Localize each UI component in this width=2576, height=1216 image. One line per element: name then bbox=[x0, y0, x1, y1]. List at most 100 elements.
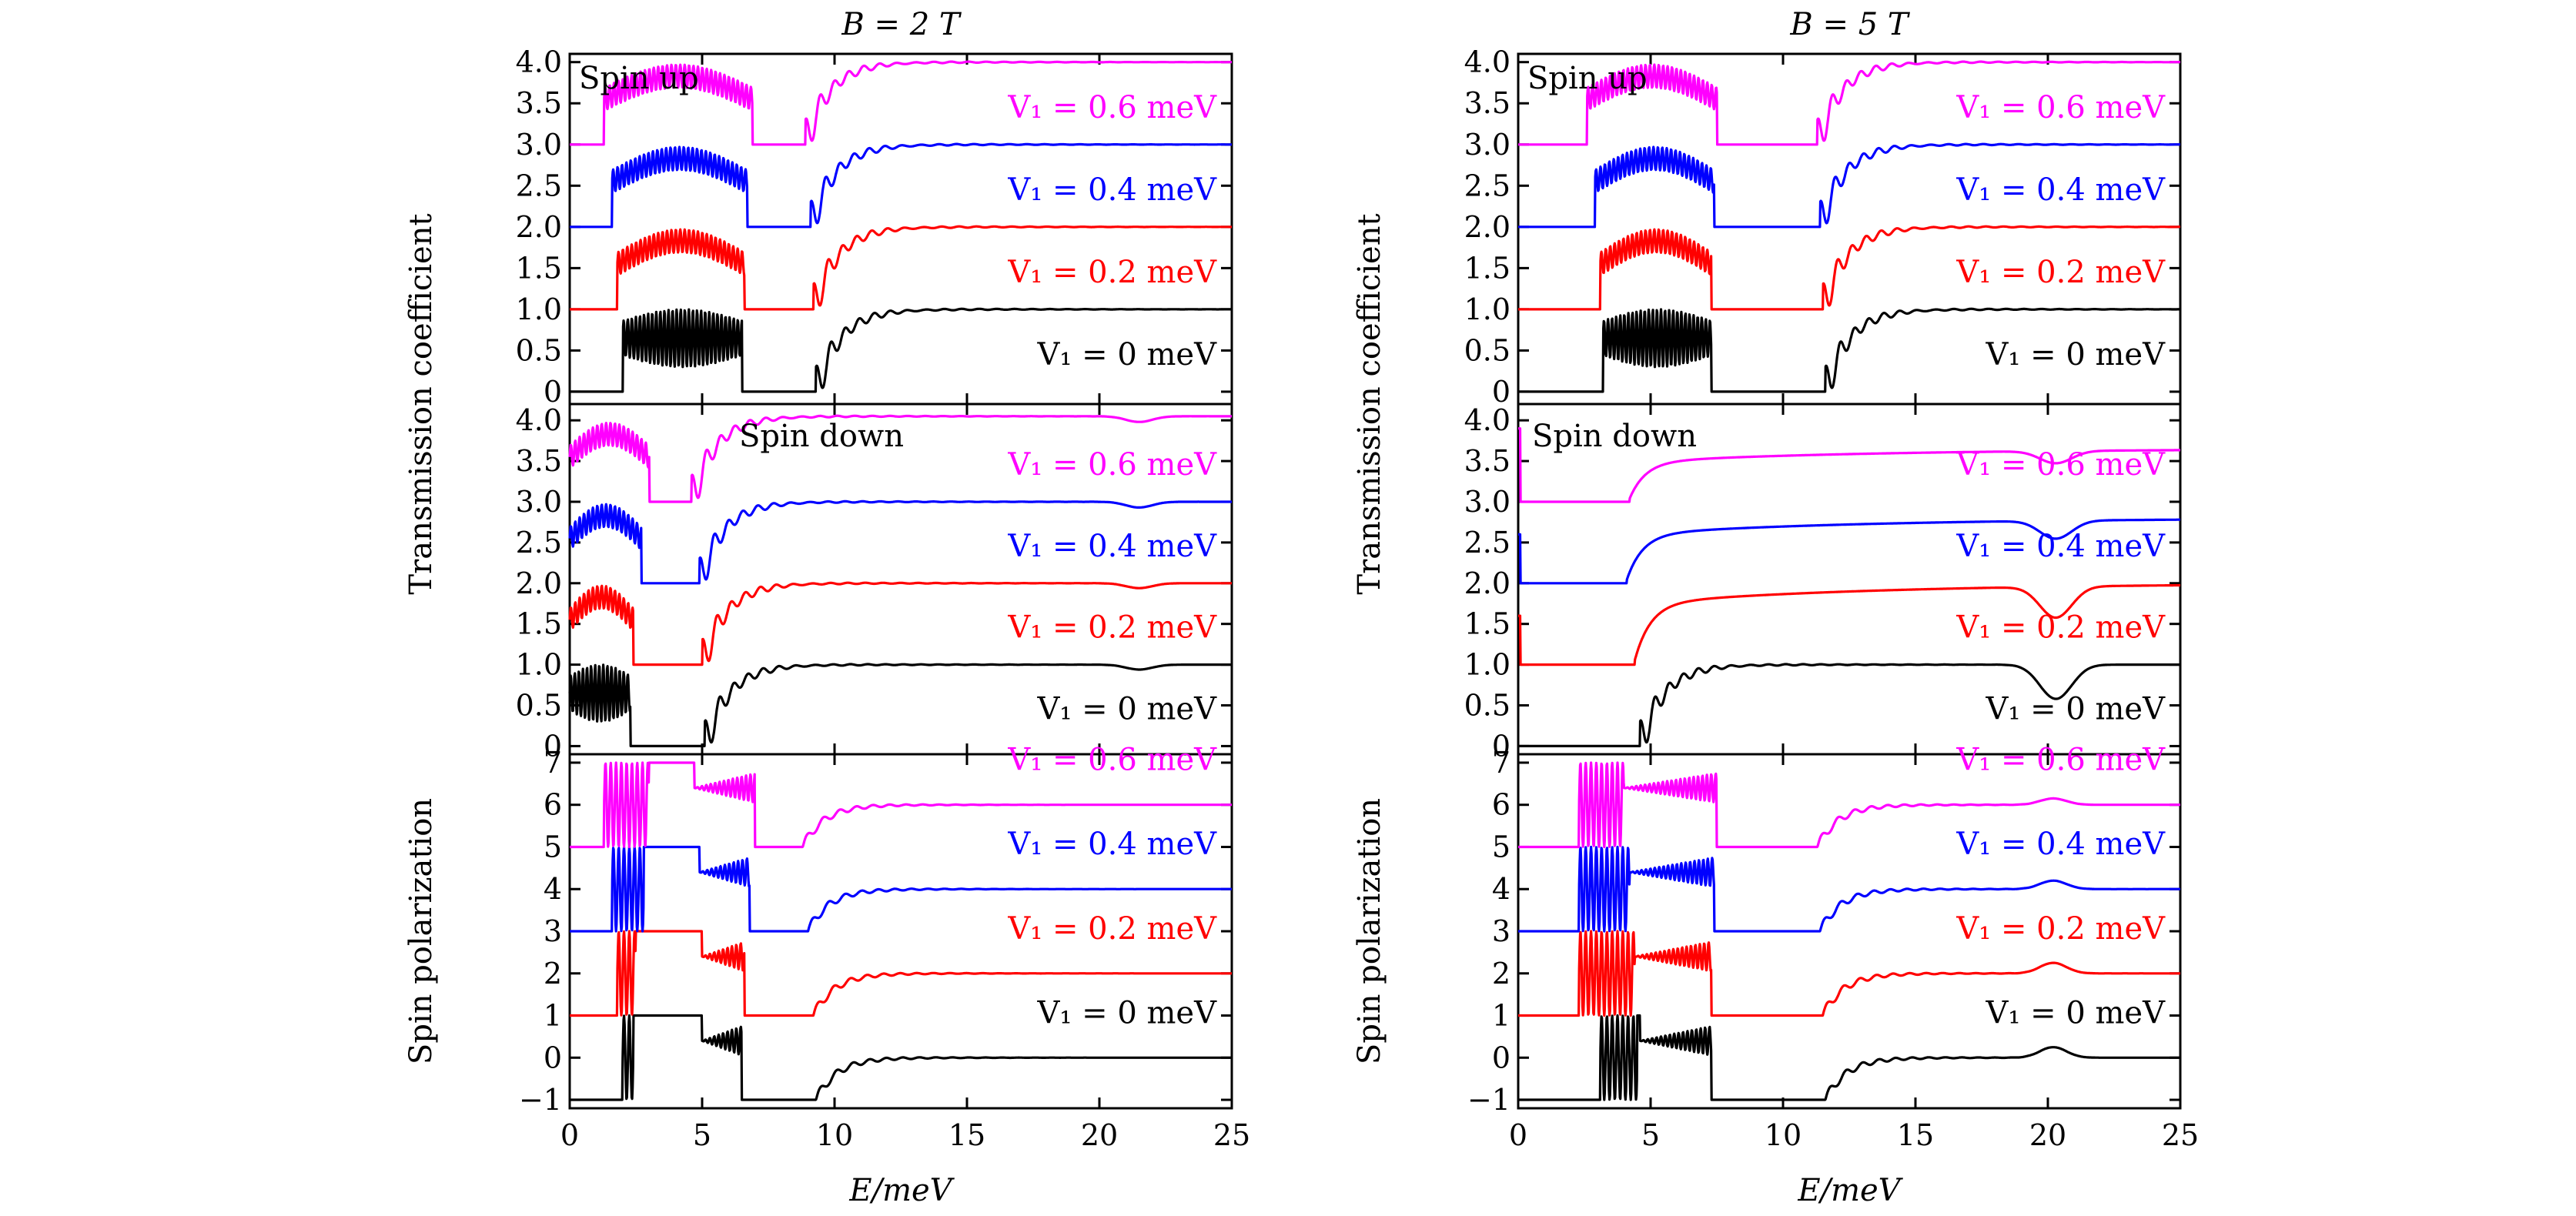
y-tick-label: 1.0 bbox=[516, 292, 562, 326]
y-tick-label: 2.0 bbox=[516, 566, 562, 600]
x-tick-label: 25 bbox=[2162, 1118, 2199, 1152]
series-label: V₁ = 0.4 meV bbox=[1955, 827, 2166, 862]
series-line-v1-0-6-mev bbox=[1517, 761, 2181, 849]
y-tick-label: 0 bbox=[1492, 729, 1510, 763]
y-tick-label: 1.0 bbox=[1464, 292, 1510, 326]
panel-annotation: Spin up bbox=[579, 61, 699, 96]
y-tick-label: 4 bbox=[1492, 872, 1510, 906]
y-tick-label: 2.5 bbox=[516, 169, 562, 202]
series-label: V₁ = 0.6 meV bbox=[1007, 743, 1217, 778]
y-tick-label: 1.5 bbox=[516, 607, 562, 641]
x-tick-label: 5 bbox=[693, 1118, 711, 1152]
series-line-v1-0-2-mev bbox=[569, 930, 1233, 1017]
series-line-v1-0-6-mev bbox=[1517, 60, 2181, 146]
y-tick-label: 1 bbox=[1492, 999, 1510, 1033]
y-tick-label: 2.5 bbox=[1464, 169, 1510, 202]
series-label: V₁ = 0.6 meV bbox=[1955, 447, 2166, 483]
y-tick-label: 1.0 bbox=[516, 648, 562, 682]
series-label: V₁ = 0.4 meV bbox=[1007, 172, 1217, 208]
y-tick-label: 3 bbox=[544, 914, 562, 948]
y-tick-label: 0 bbox=[544, 729, 562, 763]
y-axis-label: Transmission coefficient bbox=[1352, 213, 1387, 594]
series-label: V₁ = 0.2 meV bbox=[1955, 911, 2166, 947]
series-label: V₁ = 0.2 meV bbox=[1955, 610, 2166, 646]
series-line-v1-0-mev bbox=[1517, 307, 2181, 393]
series-line-v1-0-6-mev bbox=[569, 761, 1233, 849]
panel-annotation: Spin down bbox=[1532, 419, 1697, 454]
y-tick-label: 5 bbox=[544, 830, 562, 864]
y-tick-label: 3.5 bbox=[1464, 444, 1510, 478]
y-tick-label: 0.5 bbox=[516, 333, 562, 367]
panel-annotation: Spin up bbox=[1527, 61, 1648, 96]
y-tick-label: 7 bbox=[544, 746, 562, 780]
series-line-v1-0-6-mev bbox=[1517, 427, 2181, 503]
y-tick-label: 2.0 bbox=[1464, 566, 1510, 600]
y-tick-label: 0 bbox=[1492, 1041, 1510, 1074]
panel-annotation: Spin down bbox=[739, 419, 904, 454]
y-axis-label: Transmission coefficient bbox=[403, 213, 439, 594]
y-tick-label: 2.5 bbox=[516, 526, 562, 560]
x-tick-label: 5 bbox=[1641, 1118, 1660, 1152]
chart-title: B = 5 T bbox=[1789, 7, 1911, 42]
y-tick-label: 4 bbox=[544, 872, 562, 906]
y-tick-label: 3.5 bbox=[1464, 86, 1510, 120]
series-label: V₁ = 0.4 meV bbox=[1955, 529, 2166, 564]
x-tick-label: 0 bbox=[560, 1118, 579, 1152]
y-tick-label: 4.0 bbox=[516, 45, 562, 79]
y-tick-label: 3.0 bbox=[1464, 128, 1510, 162]
series-label: V₁ = 0.4 meV bbox=[1007, 827, 1217, 862]
series-label: V₁ = 0 meV bbox=[1985, 995, 2166, 1031]
series-label: V₁ = 0 meV bbox=[1036, 691, 1217, 727]
y-tick-label: 3.5 bbox=[516, 86, 562, 120]
x-tick-label: 15 bbox=[1897, 1118, 1934, 1152]
x-tick-label: 10 bbox=[816, 1118, 853, 1152]
y-tick-label: 1 bbox=[544, 999, 562, 1033]
x-tick-label: 20 bbox=[2029, 1118, 2066, 1152]
series-line-v1-0-4-mev bbox=[1517, 845, 2181, 933]
series-label: V₁ = 0 meV bbox=[1036, 337, 1217, 372]
y-tick-label: 7 bbox=[1492, 746, 1510, 780]
y-tick-label: 1.5 bbox=[1464, 607, 1510, 641]
y-tick-label: 3 bbox=[1492, 914, 1510, 948]
y-tick-label: 3.0 bbox=[516, 128, 562, 162]
y-tick-label: 2.0 bbox=[516, 210, 562, 244]
series-line-v1-0-2-mev bbox=[568, 581, 1233, 666]
y-tick-label: 0.5 bbox=[1464, 689, 1510, 723]
y-tick-label: 2.5 bbox=[1464, 526, 1510, 560]
x-tick-label: 20 bbox=[1081, 1118, 1118, 1152]
series-label: V₁ = 0.2 meV bbox=[1007, 610, 1217, 646]
y-tick-label: 0.5 bbox=[516, 689, 562, 723]
y-tick-label: 6 bbox=[1492, 788, 1510, 822]
series-label: V₁ = 0.6 meV bbox=[1007, 90, 1217, 125]
series-line-v1-0-mev bbox=[568, 663, 1233, 747]
series-label: V₁ = 0.2 meV bbox=[1007, 255, 1217, 290]
series-label: V₁ = 0.6 meV bbox=[1955, 90, 2166, 125]
series-line-v1-0-2-mev bbox=[569, 225, 1233, 311]
series-line-v1-0-2-mev bbox=[1517, 583, 2181, 666]
series-line-v1-0-mev bbox=[569, 1014, 1233, 1101]
series-line-v1-0-6-mev bbox=[568, 414, 1233, 503]
y-tick-label: 5 bbox=[1492, 830, 1510, 864]
y-tick-label: 0.5 bbox=[1464, 333, 1510, 367]
y-tick-label: 4.0 bbox=[516, 403, 562, 437]
x-tick-label: 15 bbox=[948, 1118, 985, 1152]
x-axis-label: E/meV bbox=[848, 1173, 955, 1208]
series-line-v1-0-4-mev bbox=[1517, 518, 2181, 585]
series-line-v1-0-4-mev bbox=[569, 142, 1233, 229]
series-line-v1-0-mev bbox=[1517, 663, 2181, 747]
series-label: V₁ = 0.2 meV bbox=[1955, 255, 2166, 290]
y-tick-label: 2 bbox=[544, 957, 562, 991]
series-line-v1-0-4-mev bbox=[1517, 142, 2181, 229]
y-tick-label: 0 bbox=[544, 1041, 562, 1074]
y-tick-label: 1.5 bbox=[516, 251, 562, 285]
y-tick-label: 2.0 bbox=[1464, 210, 1510, 244]
series-label: V₁ = 0.6 meV bbox=[1955, 743, 2166, 778]
y-tick-label: 2 bbox=[1492, 957, 1510, 991]
y-tick-label: 4.0 bbox=[1464, 45, 1510, 79]
series-label: V₁ = 0 meV bbox=[1985, 337, 2166, 372]
chart-title: B = 2 T bbox=[841, 7, 962, 42]
series-label: V₁ = 0.6 meV bbox=[1007, 447, 1217, 483]
y-tick-label: −1 bbox=[1467, 1083, 1510, 1117]
